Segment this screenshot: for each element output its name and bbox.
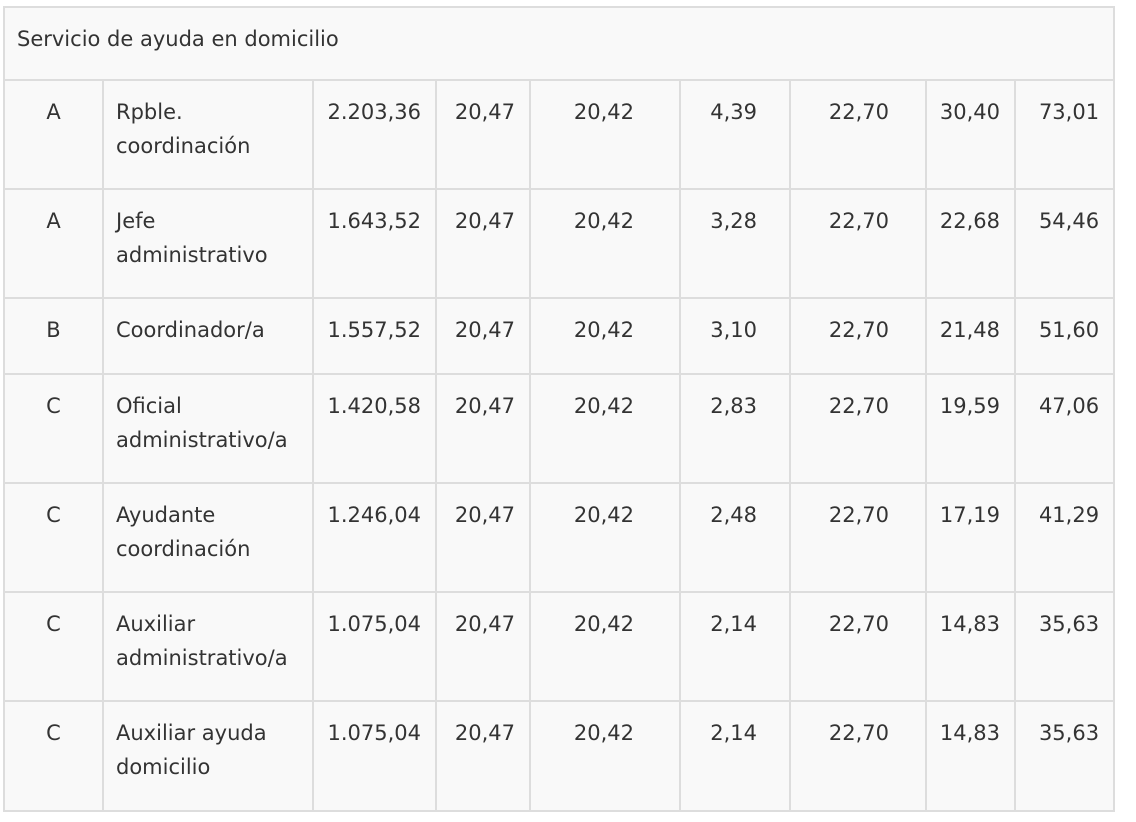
value-cell: 19,59 xyxy=(925,373,1016,484)
group-cell: B xyxy=(3,297,104,375)
group-cell: C xyxy=(3,591,104,702)
group-cell: C xyxy=(3,373,104,484)
value-cell: 22,70 xyxy=(789,700,927,812)
value-cell: 1.643,52 xyxy=(312,188,437,299)
value-cell: 35,63 xyxy=(1013,591,1116,702)
group-cell: C xyxy=(3,482,104,593)
value-cell: 20,42 xyxy=(529,700,681,812)
section-title: Servicio de ayuda en domicilio xyxy=(2,6,1116,81)
value-cell: 20,47 xyxy=(435,482,531,593)
category-cell: Auxiliar administrativo/a xyxy=(102,591,314,702)
table-row: C Oficial administrativo/a 1.420,58 20,4… xyxy=(3,373,1116,484)
value-cell: 20,42 xyxy=(529,591,681,702)
category-cell: Auxiliar ayuda domicilio xyxy=(102,700,314,812)
value-cell: 22,70 xyxy=(789,188,927,299)
value-cell: 22,70 xyxy=(789,79,927,190)
value-cell: 22,68 xyxy=(925,188,1016,299)
value-cell: 22,70 xyxy=(789,297,927,375)
value-cell: 20,47 xyxy=(435,700,531,812)
value-cell: 20,42 xyxy=(529,482,681,593)
value-cell: 20,42 xyxy=(529,188,681,299)
value-cell: 17,19 xyxy=(925,482,1016,593)
value-cell: 1.075,04 xyxy=(312,591,437,702)
table-row: A Rpble. coordinación 2.203,36 20,47 20,… xyxy=(3,79,1116,190)
value-cell: 20,42 xyxy=(529,79,681,190)
value-cell: 22,70 xyxy=(789,482,927,593)
value-cell: 2,14 xyxy=(679,591,791,702)
value-cell: 2,83 xyxy=(679,373,791,484)
category-cell: Coordinador/a xyxy=(102,297,314,375)
category-cell: Ayudante coordinación xyxy=(102,482,314,593)
value-cell: 1.420,58 xyxy=(312,373,437,484)
value-cell: 20,42 xyxy=(529,373,681,484)
value-cell: 47,06 xyxy=(1013,373,1116,484)
value-cell: 51,60 xyxy=(1013,297,1116,375)
value-cell: 3,10 xyxy=(679,297,791,375)
category-cell: Rpble. coordinación xyxy=(102,79,314,190)
value-cell: 4,39 xyxy=(679,79,791,190)
value-cell: 35,63 xyxy=(1013,700,1116,812)
value-cell: 73,01 xyxy=(1013,79,1116,190)
table-row: C Ayudante coordinación 1.246,04 20,47 2… xyxy=(3,482,1116,593)
value-cell: 1.557,52 xyxy=(312,297,437,375)
value-cell: 2.203,36 xyxy=(312,79,437,190)
value-cell: 2,48 xyxy=(679,482,791,593)
value-cell: 3,28 xyxy=(679,188,791,299)
value-cell: 30,40 xyxy=(925,79,1016,190)
category-cell: Jefe administrativo xyxy=(102,188,314,299)
value-cell: 14,83 xyxy=(925,591,1016,702)
table-row: C Auxiliar ayuda domicilio 1.075,04 20,4… xyxy=(3,700,1116,812)
category-cell: Oficial administrativo/a xyxy=(102,373,314,484)
value-cell: 20,47 xyxy=(435,297,531,375)
value-cell: 20,47 xyxy=(435,79,531,190)
value-cell: 14,83 xyxy=(925,700,1016,812)
value-cell: 1.246,04 xyxy=(312,482,437,593)
table-row: A Jefe administrativo 1.643,52 20,47 20,… xyxy=(3,188,1116,299)
value-cell: 54,46 xyxy=(1013,188,1116,299)
value-cell: 21,48 xyxy=(925,297,1016,375)
value-cell: 20,42 xyxy=(529,297,681,375)
value-cell: 20,47 xyxy=(435,591,531,702)
value-cell: 41,29 xyxy=(1013,482,1116,593)
salary-table: Servicio de ayuda en domicilio A Rpble. … xyxy=(2,6,1116,812)
value-cell: 22,70 xyxy=(789,373,927,484)
value-cell: 22,70 xyxy=(789,591,927,702)
value-cell: 20,47 xyxy=(435,188,531,299)
value-cell: 2,14 xyxy=(679,700,791,812)
table-row: C Auxiliar administrativo/a 1.075,04 20,… xyxy=(3,591,1116,702)
group-cell: C xyxy=(3,700,104,812)
section-row: Servicio de ayuda en domicilio xyxy=(2,6,1116,81)
group-cell: A xyxy=(3,79,104,190)
table-row: B Coordinador/a 1.557,52 20,47 20,42 3,1… xyxy=(3,297,1116,375)
value-cell: 1.075,04 xyxy=(312,700,437,812)
value-cell: 20,47 xyxy=(435,373,531,484)
group-cell: A xyxy=(3,188,104,299)
